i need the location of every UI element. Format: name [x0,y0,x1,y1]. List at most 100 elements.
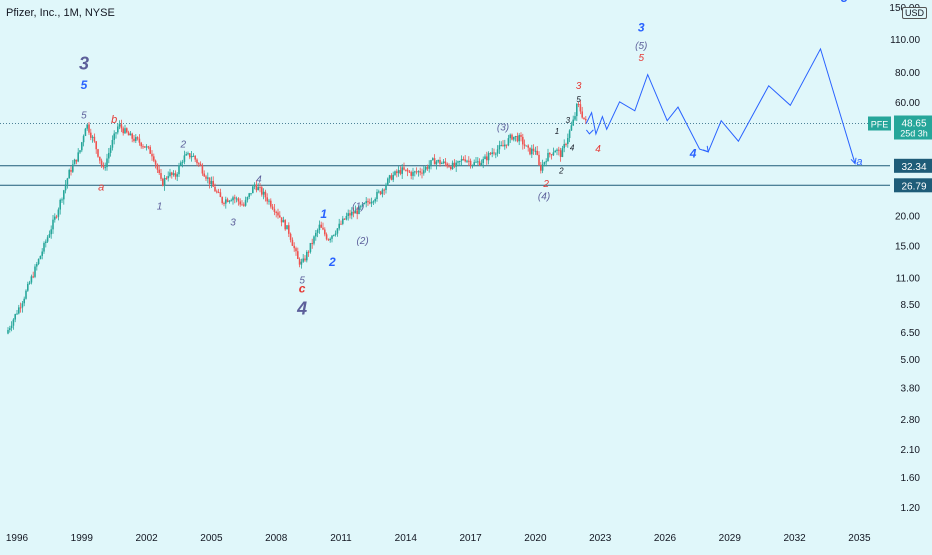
candle-body [563,143,565,149]
candle-body [234,197,236,199]
candle-body [135,137,137,141]
candle-body [10,325,13,329]
candle-body [469,160,472,166]
candle-body [495,153,497,155]
candle-body [421,172,423,174]
price-tag[interactable] [894,115,932,140]
x-tick-label: 2023 [589,533,612,544]
wave-label: 1 [555,127,559,136]
candle-body [72,164,74,172]
candle-body [451,162,454,170]
candle-body [273,208,276,212]
candle-body [536,150,538,155]
candle-body [190,155,193,158]
currency-badge[interactable]: USD [902,7,928,19]
candle-body [68,170,70,179]
candle-body [529,147,531,155]
candle-body [70,170,72,172]
candle-body [567,138,569,145]
candle-body [410,172,412,176]
candle-body [585,119,587,121]
candle-body [369,202,371,204]
candle-body [462,159,465,161]
candle-body [30,276,33,283]
candle-body [27,283,29,291]
candle-body [34,266,36,277]
candle-body [561,148,564,157]
candle-body [372,201,375,203]
candle-body [187,153,189,155]
candle-body [426,167,429,169]
wave-label: 5 [81,78,88,92]
candle-body [441,162,443,164]
candle-body [527,145,529,148]
level-tag[interactable] [894,178,932,193]
candle-body [342,218,344,224]
candle-body [403,167,405,170]
candle-body [423,170,425,174]
candle-body [46,237,49,242]
candle-body [351,211,353,216]
price-tag-value: 48.65 [901,119,926,130]
candle-body [77,152,79,162]
symbol-tag[interactable] [868,116,891,131]
candle-body [147,146,150,148]
level-tag[interactable] [894,158,932,173]
wave-label: 4 [689,147,697,161]
candle-body [244,200,247,206]
candle-body [12,319,15,326]
candle-body [39,255,42,260]
x-tick-label: 1999 [71,533,94,544]
x-tick-label: 2035 [848,533,871,544]
candle-body [306,251,308,261]
candle-body [568,130,571,139]
candle-body [221,197,223,203]
candle-body [329,238,331,241]
x-tick-label: 2029 [719,533,742,544]
candle-body [505,144,508,146]
y-tick-label: 1.60 [901,473,921,484]
candle-body [356,210,358,215]
candle-body [412,171,414,176]
wave-label: 3 [79,53,89,73]
wave-label: 4 [595,144,601,155]
candle-body [442,161,445,163]
projection-path[interactable] [585,47,856,164]
candle-body [340,223,342,225]
candle-body [538,154,540,165]
wave-label: (2) [356,236,368,247]
candle-body [235,198,238,200]
candle-body [484,156,486,160]
candle-body [25,290,27,299]
candle-body [345,215,348,220]
candle-body [370,201,373,204]
candle-body [367,201,369,203]
y-tick-label: 8.50 [901,300,921,311]
candle-body [28,282,31,284]
candle-body [104,167,106,169]
candle-body [460,159,463,162]
candle-body [237,198,240,202]
candle-body [516,135,519,142]
candle-body [396,171,398,174]
candle-body [100,160,103,166]
candle-body [136,137,139,139]
candle-body [275,211,277,213]
y-tick-label: 110.00 [890,35,920,46]
y-tick-label: 6.50 [901,328,921,339]
candle-body [208,177,211,185]
x-tick-label: 2026 [654,533,677,544]
candle-body [259,187,261,189]
candle-body [309,242,312,252]
candle-body [282,220,285,223]
chart-title: Pfizer, Inc., 1M, NYSE [6,7,115,19]
candle-body [212,180,214,187]
candle-body [41,251,43,256]
candle-body [36,263,38,267]
candle-body [203,173,205,177]
candle-body [214,186,216,192]
candle-body [144,146,146,148]
candle-body [198,163,200,165]
